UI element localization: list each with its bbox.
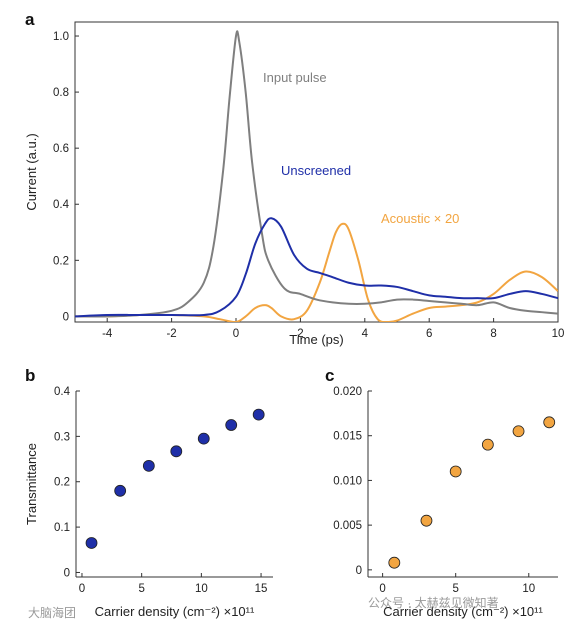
panel-a-letter: a xyxy=(25,10,35,29)
panel-b-data-point xyxy=(85,537,98,549)
panel-a-x-tick-label: 2 xyxy=(297,328,303,340)
watermark-left: 大脑海团 xyxy=(28,605,76,620)
panel-b-x-tick-label: 5 xyxy=(138,583,144,595)
panel-c-data-point xyxy=(388,556,401,569)
panel-a-y-tick-label: 1.0 xyxy=(53,31,69,43)
panel-b-y-tick-label: 0.1 xyxy=(54,522,70,534)
panel-a-x-tick-label: 4 xyxy=(362,328,369,340)
series-label-acoustic-20: Acoustic × 20 xyxy=(381,211,459,226)
panel-b-data-point xyxy=(225,419,238,431)
watermark-right: 公众号 · 太赫兹见微知著 xyxy=(368,595,499,610)
series-line-unscreened xyxy=(75,217,558,318)
panel-b-data-point xyxy=(114,484,127,497)
panel-a-x-axis-title: Time (ps) xyxy=(289,332,343,347)
panel-a-plot: -4 -2 0 2 4 6 8 10 0 0.2 0.4 0.6 0.8 1.0 Time (ps) Curr… xyxy=(24,21,565,347)
panel-b-y-tick-label: 0.3 xyxy=(54,431,70,443)
panel-c-y-tick-label: 0.015 xyxy=(333,431,362,443)
panel-c-x-tick-label: 5 xyxy=(452,583,458,595)
panel-c-data-point xyxy=(420,514,433,527)
panel-b-plot: 0 5 10 15 0 0.1 0.2 0.3 0.4 Carrier density (cm⁻²… xyxy=(24,386,273,619)
panel-c-y-tick-label: 0.010 xyxy=(333,475,362,487)
series-line-input-pulse xyxy=(75,30,558,318)
panel-a-x-tick-label: -2 xyxy=(166,328,176,340)
panel-b-data-point xyxy=(197,432,210,445)
panel-b-data-point xyxy=(170,445,183,458)
panel-b-x-axis-title: Carrier density (cm⁻²) ×10¹¹ xyxy=(95,604,255,619)
series-label-input-pulse: Input pulse xyxy=(263,70,327,85)
panel-b-y-tick-label: 0.4 xyxy=(54,386,71,398)
panel-b-x-tick-label: 10 xyxy=(195,583,208,595)
panel-a-x-tick-label: -4 xyxy=(102,328,113,340)
panel-b-data-point xyxy=(142,459,155,472)
panel-c-data-point xyxy=(481,438,494,451)
panel-a-y-tick-label: 0.6 xyxy=(53,143,69,155)
panel-b-x-tick-label: 0 xyxy=(79,583,85,595)
panel-c-data-point xyxy=(543,416,556,429)
panel-b-letter: b xyxy=(25,366,35,385)
panel-c-data-point xyxy=(512,425,525,438)
panel-b-data-point xyxy=(252,408,265,421)
panel-c-x-tick-label: 0 xyxy=(379,583,385,595)
panel-a-y-axis-title: Current (a.u.) xyxy=(24,133,39,210)
panel-a-x-tick-label: 0 xyxy=(233,328,239,340)
panel-b-y-tick-label: 0 xyxy=(64,567,70,579)
panel-c-y-tick-label: 0 xyxy=(356,565,362,577)
panel-c-plot: 0 5 10 0 0.005 0.010 0.015 0.020 Carrier density… xyxy=(333,386,558,619)
panel-a-x-tick-label: 6 xyxy=(426,328,432,340)
panel-c-y-tick-label: 0.005 xyxy=(333,520,362,532)
panel-b-y-tick-label: 0.2 xyxy=(54,477,70,489)
panel-c-x-axis-title: Carrier density (cm⁻²) ×10¹¹ xyxy=(383,604,543,619)
panel-c-data-point xyxy=(449,465,462,478)
panel-c-x-tick-label: 10 xyxy=(522,583,535,595)
panel-c-letter: c xyxy=(325,366,334,385)
panel-b-y-axis-title: Transmittance xyxy=(24,443,39,525)
panel-a-frame xyxy=(74,21,559,323)
panel-a-x-tick-label: 10 xyxy=(552,328,565,340)
panel-b-x-tick-label: 15 xyxy=(255,583,268,595)
panel-a-y-tick-label: 0.8 xyxy=(53,87,69,99)
series-label-unscreened: Unscreened xyxy=(281,163,351,178)
panel-c-y-tick-label: 0.020 xyxy=(333,386,362,398)
panel-a-y-tick-label: 0.4 xyxy=(53,199,70,211)
panel-a-x-tick-label: 8 xyxy=(490,328,496,340)
panel-a-y-tick-label: 0 xyxy=(63,311,69,323)
panel-a-y-tick-label: 0.2 xyxy=(53,255,69,267)
